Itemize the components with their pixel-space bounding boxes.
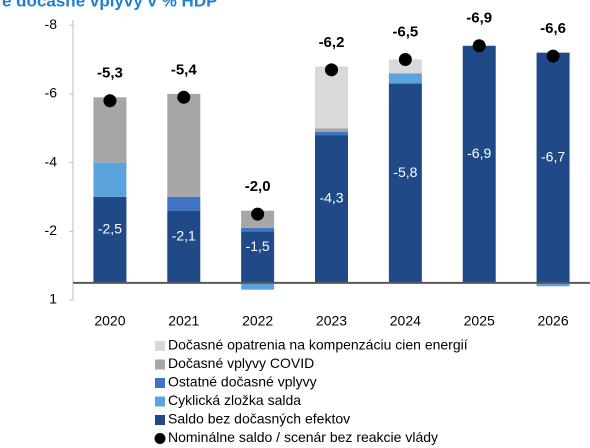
point [546,49,560,63]
bar-segment [93,196,127,283]
point [177,90,191,104]
point-label: -5,4 [171,61,198,78]
bar-segment [241,231,275,283]
bar-segment [93,162,127,197]
bar-segment [167,210,201,283]
bar-segment [388,59,422,74]
x-tick-label: 2021 [168,313,199,329]
legend-label: Dočasné vplyvy COVID [168,355,314,371]
y-tick-label: -4 [45,153,58,169]
x-tick-label: 2020 [94,313,125,329]
legend-label: Cyklická zložka salda [168,392,301,408]
bar-segment [536,52,570,283]
bar-segment [536,282,570,287]
point [103,94,117,108]
bar-segment [462,45,496,283]
bar-segment [241,227,275,232]
data-label: -5,8 [393,164,417,180]
point-label: -6,6 [540,20,566,37]
bar-segment [388,83,422,283]
x-tick-label: 2024 [390,313,421,329]
bar-segment [167,196,201,211]
legend-label: Dočasné opatrenia na kompenzáciu cien en… [168,337,468,353]
point-label: -6,2 [319,34,345,51]
point [325,63,338,77]
legend-swatch [155,359,165,370]
bar-segment [93,97,127,163]
y-tick-label: -2 [45,222,58,238]
data-label: -2,1 [172,227,196,243]
data-label: -1,5 [246,238,270,254]
bar-segment [167,93,201,197]
data-label: -4,3 [319,190,343,206]
legend-label: Nominálne saldo / scenár bez reakcie vlá… [168,429,438,445]
bar-segment [315,128,348,132]
point-label: -2,0 [245,178,271,195]
bar-segment [315,66,348,129]
legend-swatch [155,415,165,425]
point-label: -5,3 [97,65,123,82]
legend-swatch [155,378,165,388]
point-label: -6,5 [392,23,418,40]
bar-segment [241,282,275,290]
chart-title: é dočasné vplyvy v % HDP [2,0,217,10]
legend-swatch [155,396,165,407]
bar-segment [388,73,422,84]
legend-label: Saldo bez dočasných efektov [168,411,350,427]
bar-segment [315,131,348,136]
legend-swatch [155,341,165,351]
bar-segment [315,135,348,283]
legend-label: Ostatné dočasné vplyvy [168,374,317,390]
y-tick-label: -8 [45,16,58,32]
y-tick-label: 1 [49,291,57,307]
x-tick-label: 2025 [464,313,495,329]
data-label: -6,9 [467,145,491,161]
point [472,39,486,53]
x-tick-label: 2026 [537,313,568,329]
y-tick-label: -6 [45,85,58,101]
legend-swatch [154,433,166,444]
x-tick-label: 2022 [242,313,273,329]
data-label: -2,5 [98,221,122,237]
point-label: -6,9 [466,10,492,27]
x-tick-label: 2023 [316,313,347,329]
point [251,207,265,221]
point [398,53,412,67]
data-label: -6,7 [541,148,565,164]
